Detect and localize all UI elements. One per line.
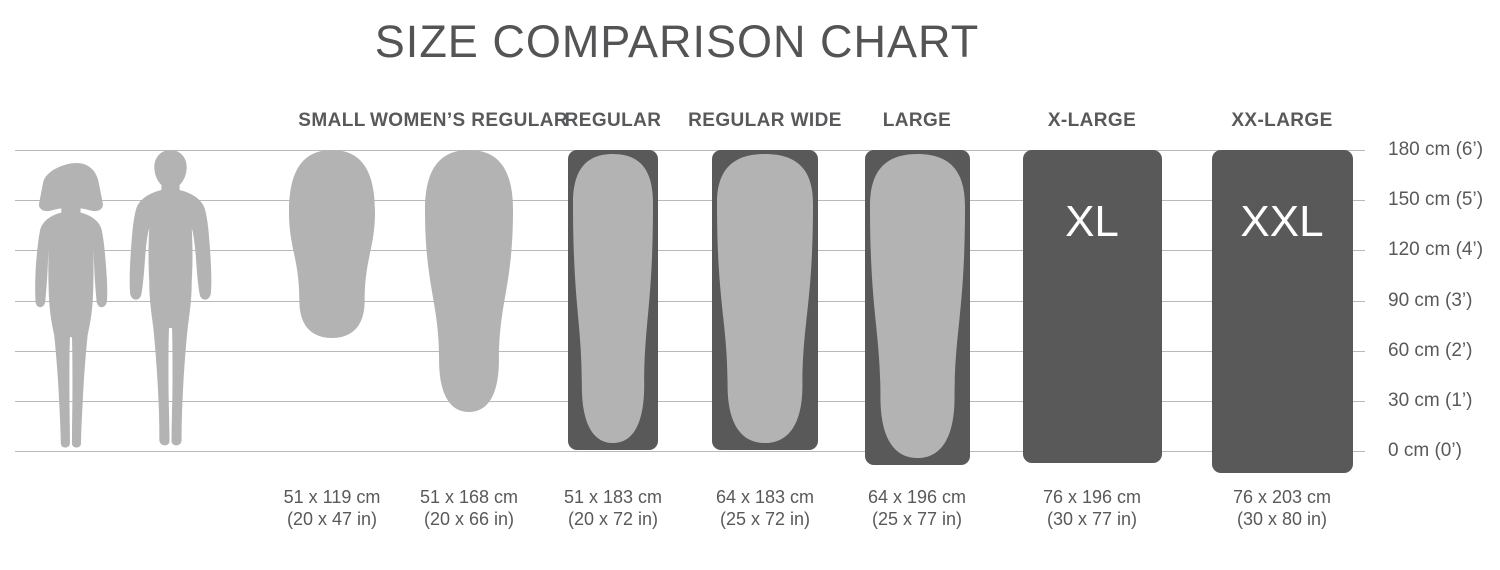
chart-title: SIZE COMPARISON CHART: [374, 16, 980, 67]
dimension-in-s: (20 x 47 in): [286, 509, 378, 529]
pad-dimensions-l: 64 x 196 cm (25 x 77 in): [817, 486, 1017, 530]
axis-label-30cm: 30 cm (1’): [1388, 390, 1473, 411]
man-silhouette: [129, 150, 212, 446]
pad-code-xxl: XXL: [1240, 197, 1324, 246]
dimension-in-r: (20 x 72 in): [567, 509, 659, 529]
pad-code-xl: XL: [1065, 197, 1119, 246]
dimension-cm-xxl: 76 x 203 cm: [1232, 487, 1332, 507]
gridline-30cm: [15, 401, 1365, 402]
pad-mummy-rw: [717, 154, 813, 443]
size-header-s: SMALL: [298, 110, 366, 131]
woman-silhouette-shape: [35, 163, 108, 448]
pad-mummy-r-shape: [573, 154, 653, 443]
pad-mummy-s-shape: [289, 150, 375, 338]
dimension-cm-l: 64 x 196 cm: [867, 487, 967, 507]
dimension-cm-r: 51 x 183 cm: [563, 487, 663, 507]
pad-mummy-r: [573, 154, 653, 443]
pad-mummy-s: [289, 150, 375, 338]
dimension-in-xl: (30 x 77 in): [1046, 509, 1138, 529]
pad-mummy-wr-shape: [425, 150, 513, 412]
gridline-120cm: [15, 250, 1365, 251]
size-header-r: REGULAR: [564, 110, 662, 131]
pad-dimensions-xl: 76 x 196 cm (30 x 77 in): [992, 486, 1192, 530]
man-silhouette-shape: [129, 150, 212, 446]
size-header-l: LARGE: [882, 110, 952, 131]
gridline-0cm: [15, 451, 1365, 452]
size-header-xxl: XX-LARGE: [1231, 110, 1333, 131]
size-header-xl: X-LARGE: [1047, 110, 1137, 131]
gridline-150cm: [15, 200, 1365, 201]
pad-mummy-l-shape: [869, 154, 965, 458]
dimension-in-xxl: (30 x 80 in): [1236, 509, 1328, 529]
pad-rect-xl: [1022, 150, 1162, 463]
pad-rect-xxl: [1211, 150, 1353, 473]
pad-mummy-rw-shape: [717, 154, 813, 443]
pad-dimensions-r: 51 x 183 cm (20 x 72 in): [513, 486, 713, 530]
dimension-in-wr: (20 x 66 in): [423, 509, 515, 529]
pad-dimensions-rw: 64 x 183 cm (25 x 72 in): [665, 486, 865, 530]
axis-label-0cm: 0 cm (0’): [1388, 440, 1462, 461]
axis-label-150cm: 150 cm (5’): [1388, 189, 1484, 210]
dimension-cm-xl: 76 x 196 cm: [1042, 487, 1142, 507]
dimension-cm-rw: 64 x 183 cm: [715, 487, 815, 507]
size-header-rw: REGULAR WIDE: [688, 110, 842, 131]
gridline-180cm: [15, 150, 1365, 151]
pad-mummy-wr: [425, 150, 513, 412]
axis-label-60cm: 60 cm (2’): [1388, 340, 1473, 361]
dimension-cm-wr: 51 x 168 cm: [419, 487, 519, 507]
size-header-wr: WOMEN’S REGULAR: [369, 110, 569, 131]
pad-dimensions-wr: 51 x 168 cm (20 x 66 in): [369, 486, 569, 530]
gridline-60cm: [15, 351, 1365, 352]
axis-label-180cm: 180 cm (6’): [1388, 139, 1484, 160]
dimension-in-rw: (25 x 72 in): [719, 509, 811, 529]
pad-dimensions-s: 51 x 119 cm (20 x 47 in): [232, 486, 432, 530]
gridline-90cm: [15, 301, 1365, 302]
axis-label-90cm: 90 cm (3’): [1388, 290, 1473, 311]
woman-silhouette: [35, 163, 108, 448]
pad-dimensions-xxl: 76 x 203 cm (30 x 80 in): [1182, 486, 1382, 530]
dimension-cm-s: 51 x 119 cm: [283, 487, 381, 507]
pad-mummy-l: [869, 154, 965, 458]
axis-label-120cm: 120 cm (4’): [1388, 239, 1484, 260]
dimension-in-l: (25 x 77 in): [871, 509, 963, 529]
